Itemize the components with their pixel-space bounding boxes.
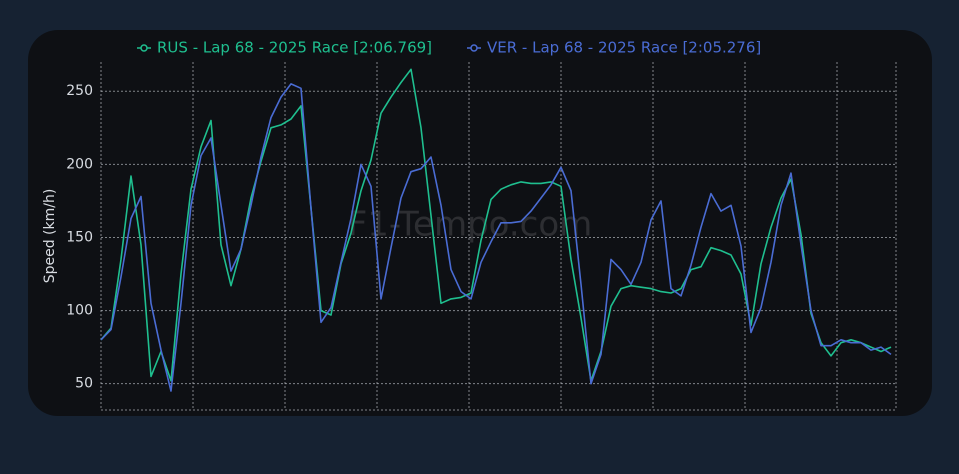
series-line xyxy=(100,68,892,382)
series-line xyxy=(100,83,892,392)
y-tick-label: 100 xyxy=(66,303,93,319)
legend-marker xyxy=(140,44,148,52)
y-tick-label: 250 xyxy=(66,83,93,99)
legend-marker xyxy=(470,44,478,52)
y-tick-label: 150 xyxy=(66,229,93,245)
panel xyxy=(28,30,932,416)
legend-label: VER - Lap 68 - 2025 Race [2:05.276] xyxy=(487,39,761,57)
legend-label: RUS - Lap 68 - 2025 Race [2:06.769] xyxy=(157,39,432,57)
y-tick-label: 50 xyxy=(75,376,93,392)
watermark: F1-Tempo.com xyxy=(348,205,593,245)
y-tick-label: 200 xyxy=(66,156,93,172)
y-axis-label: Speed (km/h) xyxy=(42,189,58,284)
